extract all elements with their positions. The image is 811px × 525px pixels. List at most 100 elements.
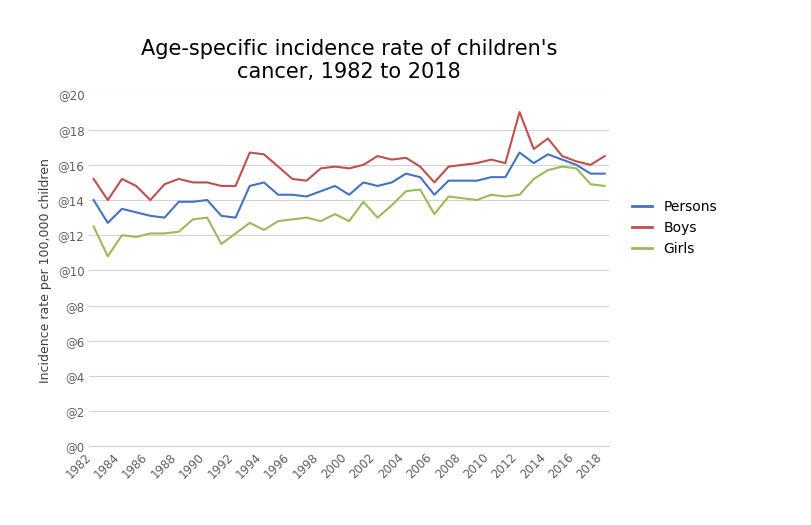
Persons [302, 193, 311, 200]
Boys [386, 156, 396, 163]
Girls [386, 202, 396, 208]
Persons [486, 174, 496, 180]
Girls [230, 230, 240, 237]
Boys [514, 109, 524, 115]
Persons [471, 177, 481, 184]
Girls [585, 181, 594, 187]
Boys [401, 155, 410, 161]
Persons [514, 150, 524, 156]
Girls [500, 193, 509, 200]
Girls [330, 211, 340, 217]
Persons [372, 183, 382, 189]
Boys [429, 179, 439, 185]
Persons [174, 198, 183, 205]
Boys [599, 153, 609, 159]
Boys [245, 150, 255, 156]
Girls [599, 183, 609, 189]
Girls [202, 214, 212, 220]
Boys [358, 162, 367, 168]
Girls [414, 186, 424, 193]
Boys [414, 163, 424, 170]
Boys [585, 162, 594, 168]
Girls [259, 227, 268, 233]
Persons [188, 198, 198, 205]
Boys [103, 197, 113, 203]
Girls [528, 176, 538, 182]
Boys [174, 176, 183, 182]
Persons [457, 177, 467, 184]
Boys [372, 153, 382, 159]
Girls [145, 230, 155, 237]
Girls [217, 241, 226, 247]
Girls [443, 193, 453, 200]
Persons [145, 213, 155, 219]
Boys [457, 162, 467, 168]
Girls [103, 253, 113, 259]
Persons [358, 179, 367, 185]
Girls [401, 188, 410, 194]
Boys [471, 160, 481, 166]
Persons [117, 206, 127, 212]
Legend: Persons, Boys, Girls: Persons, Boys, Girls [631, 200, 716, 256]
Persons [429, 192, 439, 198]
Girls [543, 167, 552, 173]
Y-axis label: Incidence rate per 100,000 children: Incidence rate per 100,000 children [39, 158, 52, 383]
Persons [217, 213, 226, 219]
Girls [245, 220, 255, 226]
Persons [556, 156, 566, 163]
Boys [188, 179, 198, 185]
Boys [556, 153, 566, 159]
Persons [160, 214, 169, 220]
Girls [131, 234, 141, 240]
Line: Girls: Girls [93, 166, 604, 256]
Girls [486, 192, 496, 198]
Boys [259, 151, 268, 158]
Persons [273, 192, 283, 198]
Boys [486, 156, 496, 163]
Boys [315, 165, 325, 172]
Persons [443, 177, 453, 184]
Persons [414, 174, 424, 180]
Girls [117, 232, 127, 238]
Girls [514, 192, 524, 198]
Girls [160, 230, 169, 237]
Girls [315, 218, 325, 224]
Boys [145, 197, 155, 203]
Persons [315, 188, 325, 194]
Girls [273, 218, 283, 224]
Persons [103, 220, 113, 226]
Boys [344, 165, 354, 172]
Boys [443, 163, 453, 170]
Persons [131, 209, 141, 215]
Persons [528, 160, 538, 166]
Girls [429, 211, 439, 217]
Persons [245, 183, 255, 189]
Boys [571, 158, 581, 164]
Persons [500, 174, 509, 180]
Persons [88, 197, 98, 203]
Girls [556, 163, 566, 170]
Boys [217, 183, 226, 189]
Title: Age-specific incidence rate of children's
cancer, 1982 to 2018: Age-specific incidence rate of children'… [141, 39, 556, 82]
Girls [174, 228, 183, 235]
Persons [571, 162, 581, 168]
Boys [117, 176, 127, 182]
Girls [188, 216, 198, 223]
Boys [528, 146, 538, 152]
Persons [202, 197, 212, 203]
Boys [88, 176, 98, 182]
Line: Boys: Boys [93, 112, 604, 200]
Girls [372, 214, 382, 220]
Boys [287, 176, 297, 182]
Boys [543, 135, 552, 142]
Persons [287, 192, 297, 198]
Boys [500, 160, 509, 166]
Girls [302, 214, 311, 220]
Girls [287, 216, 297, 223]
Boys [230, 183, 240, 189]
Persons [386, 179, 396, 185]
Line: Persons: Persons [93, 153, 604, 223]
Girls [571, 165, 581, 172]
Persons [330, 183, 340, 189]
Boys [202, 179, 212, 185]
